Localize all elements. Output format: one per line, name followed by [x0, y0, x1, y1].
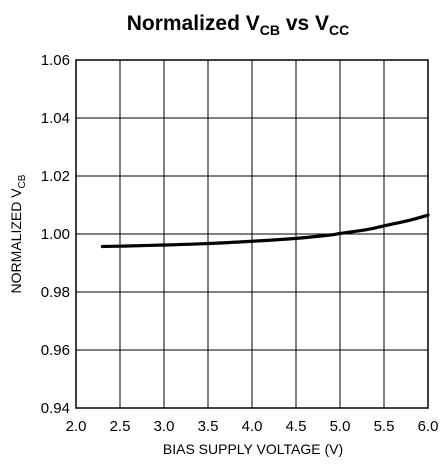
y-tick-label: 0.96	[41, 342, 70, 359]
x-tick-label: 4.5	[286, 418, 307, 435]
y-axis-label-sub: CB	[17, 174, 28, 188]
x-tick-label: 2.0	[66, 418, 87, 435]
y-axis-label-main: NORMALIZED V	[8, 188, 24, 294]
series-line	[100, 213, 430, 249]
y-tick-label: 0.98	[41, 284, 70, 301]
x-axis-label: BIAS SUPPLY VOLTAGE (V)	[163, 441, 343, 457]
chart-title-main-sub: CB	[260, 22, 280, 38]
grid	[76, 60, 428, 408]
y-tick-label: 1.06	[41, 52, 70, 69]
chart-title-mid: vs V	[280, 12, 329, 35]
x-tick-label: 6.0	[418, 418, 439, 435]
y-tick-labels: 0.94 0.96 0.98 1.00 1.02 1.04 1.06	[41, 52, 70, 417]
x-tick-label: 3.5	[198, 418, 219, 435]
x-tick-label: 4.0	[242, 418, 263, 435]
y-axis-label: NORMALIZED VCB	[8, 174, 28, 293]
x-tick-label: 5.5	[374, 418, 395, 435]
y-tick-label: 0.94	[41, 400, 70, 417]
y-tick-label: 1.00	[41, 226, 70, 243]
x-tick-label: 5.0	[330, 418, 351, 435]
plot-frame	[75, 59, 429, 409]
y-tick-label: 1.02	[41, 168, 70, 185]
x-tick-label: 2.5	[110, 418, 131, 435]
chart-title: Normalized VCB vs VCC	[127, 12, 350, 38]
chart-title-main: Normalized V	[127, 12, 260, 35]
y-tick-label: 1.04	[41, 110, 70, 127]
x-tick-label: 3.0	[154, 418, 175, 435]
chart-title-mid-sub: CC	[329, 22, 349, 38]
x-tick-labels: 2.0 2.5 3.0 3.5 4.0 4.5 5.0 5.5 6.0	[66, 418, 439, 435]
